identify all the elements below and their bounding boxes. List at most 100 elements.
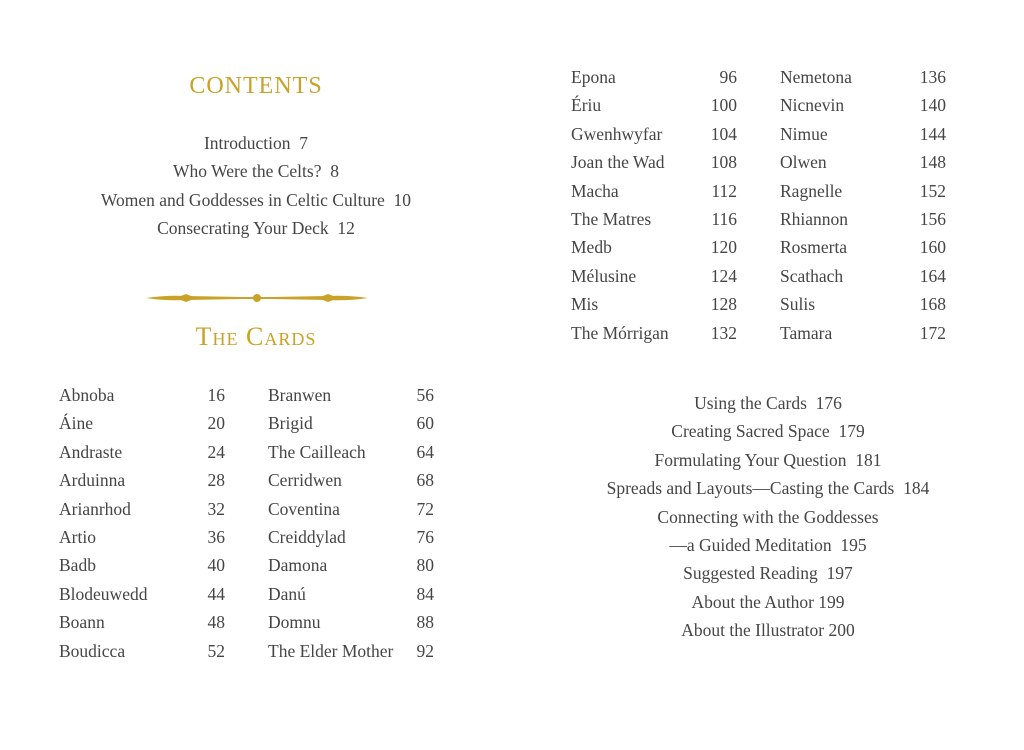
card-entry[interactable]: The Matres 116 [571, 205, 737, 233]
card-page: 80 [416, 555, 435, 576]
card-entry[interactable]: Creiddylad 76 [268, 523, 434, 551]
card-entry[interactable]: Arianrhod 32 [59, 495, 225, 523]
card-page: 156 [919, 209, 946, 230]
card-name: Mélusine [571, 265, 637, 286]
cards-title: The Cards [195, 322, 317, 351]
card-entry[interactable]: Andraste 24 [59, 438, 225, 466]
card-page: 92 [416, 640, 435, 661]
card-entry[interactable]: Cerridwen 68 [268, 466, 434, 494]
card-name: Rhiannon [780, 209, 849, 230]
card-entry[interactable]: Arduinna 28 [59, 466, 225, 494]
card-name: Gwenhwyfar [571, 123, 663, 144]
card-entry[interactable]: Rosmerta 160 [780, 233, 946, 261]
toc-entry[interactable]: Creating Sacred Space 179 [671, 421, 865, 442]
card-name: Brigid [268, 413, 313, 434]
card-entry[interactable]: Olwen 148 [780, 148, 946, 176]
card-page: 32 [207, 498, 226, 519]
cards-column-3: Epona 96 Ériu 100 Gwenhwyfar 104 Joan the Wad 1… [571, 63, 737, 347]
card-name: The Cailleach [268, 441, 366, 462]
card-entry[interactable]: Domnu 88 [268, 608, 434, 636]
cards-column-4: Nemetona 136 Nicnevin 140 Nimue 144 Olwen 148 Ra… [780, 63, 946, 347]
toc-entry[interactable]: Spreads and Layouts—Casting the Cards 18… [606, 478, 930, 499]
card-entry[interactable]: Macha 112 [571, 177, 737, 205]
card-page: 68 [416, 470, 435, 491]
card-entry[interactable]: Rhiannon 156 [780, 205, 946, 233]
contents-title: Contents [189, 64, 323, 101]
card-page: 16 [207, 385, 226, 405]
card-page: 152 [919, 180, 946, 201]
card-entry[interactable]: Blodeuwedd 44 [59, 580, 225, 608]
card-entry[interactable]: Boann 48 [59, 608, 225, 636]
back-matter-list: Using the Cards 176 Creating Sacred Space… [568, 389, 968, 645]
toc-entry[interactable]: Suggested Reading 197 [683, 563, 853, 584]
card-page: 132 [710, 322, 737, 343]
card-entry[interactable]: Mis 128 [571, 290, 737, 318]
toc-entry[interactable]: Consecrating Your Deck 12 [157, 218, 355, 239]
card-name: Badb [59, 555, 96, 576]
card-entry[interactable]: Medb 120 [571, 233, 737, 261]
card-entry[interactable]: Brigid 60 [268, 409, 434, 437]
toc-entry[interactable]: Introduction 7 [203, 133, 308, 153]
card-name: Branwen [268, 385, 332, 405]
card-page: 84 [416, 583, 435, 604]
card-entry[interactable]: Epona 96 [571, 63, 737, 91]
card-page: 20 [207, 413, 226, 434]
card-entry[interactable]: Badb 40 [59, 551, 225, 579]
card-name: Sulis [780, 294, 816, 315]
toc-entry[interactable]: Who Were the Celts? 8 [173, 161, 339, 182]
card-entry[interactable]: Sulis 168 [780, 290, 946, 318]
card-entry[interactable]: Artio 36 [59, 523, 225, 551]
card-entry[interactable]: Nimue 144 [780, 120, 946, 148]
card-entry[interactable]: Boudicca 52 [59, 637, 225, 665]
card-entry[interactable]: Áine 20 [59, 409, 225, 437]
card-entry[interactable]: Damona 80 [268, 551, 434, 579]
toc-entry[interactable]: Women and Goddesses in Celtic Culture 10 [100, 189, 412, 210]
card-entry[interactable]: Mélusine 124 [571, 262, 737, 290]
card-entry[interactable]: Gwenhwyfar 104 [571, 120, 737, 148]
card-page: 164 [919, 265, 946, 286]
card-page: 136 [919, 67, 946, 87]
card-page: 76 [416, 527, 435, 548]
toc-entry[interactable]: About the Author 199 [691, 591, 845, 612]
card-entry[interactable]: The Elder Mother 92 [268, 637, 434, 665]
card-entry[interactable]: The Cailleach 64 [268, 438, 434, 466]
card-entry[interactable]: Ériu 100 [571, 91, 737, 119]
toc-entry[interactable]: —a Guided Meditation 195 [669, 535, 867, 556]
card-page: 44 [207, 583, 226, 604]
card-name: Ragnelle [780, 180, 843, 201]
card-page: 140 [919, 95, 946, 116]
intro-list: Introduction 7 Who Were the Celts? 8 Women… [56, 129, 456, 243]
card-page: 172 [919, 322, 946, 343]
card-entry[interactable]: Nicnevin 140 [780, 91, 946, 119]
card-name: Nicnevin [780, 95, 845, 116]
cards-column-2: Branwen 56 Brigid 60 The Cailleach 64 Cerridwe… [268, 381, 434, 665]
card-entry[interactable]: Abnoba 16 [59, 381, 225, 409]
card-name: Medb [571, 237, 612, 258]
card-name: Damona [268, 555, 328, 576]
card-name: The Elder Mother [268, 640, 394, 661]
card-entry[interactable]: Danú 84 [268, 580, 434, 608]
card-page: 96 [719, 67, 738, 87]
card-name: Coventina [268, 498, 340, 519]
card-page: 36 [207, 527, 226, 548]
card-entry[interactable]: Ragnelle 152 [780, 177, 946, 205]
card-entry[interactable]: Nemetona 136 [780, 63, 946, 91]
card-page: 160 [919, 237, 946, 258]
card-entry[interactable]: The Mórrigan 132 [571, 319, 737, 347]
card-name: Abnoba [59, 385, 115, 405]
card-entry[interactable]: Joan the Wad 108 [571, 148, 737, 176]
card-page: 72 [416, 498, 435, 519]
toc-entry[interactable]: Connecting with the Goddesses [657, 506, 879, 527]
card-page: 128 [710, 294, 737, 315]
card-entry[interactable]: Coventina 72 [268, 495, 434, 523]
card-page: 168 [919, 294, 946, 315]
card-entry[interactable]: Tamara 172 [780, 319, 946, 347]
card-name: Joan the Wad [571, 152, 665, 173]
toc-entry[interactable]: Using the Cards 176 [694, 393, 842, 413]
card-entry[interactable]: Branwen 56 [268, 381, 434, 409]
card-page: 104 [710, 123, 737, 144]
toc-entry[interactable]: About the Illustrator 200 [681, 620, 855, 641]
card-name: Blodeuwedd [59, 583, 148, 604]
toc-entry[interactable]: Formulating Your Question 181 [654, 449, 882, 470]
card-entry[interactable]: Scathach 164 [780, 262, 946, 290]
